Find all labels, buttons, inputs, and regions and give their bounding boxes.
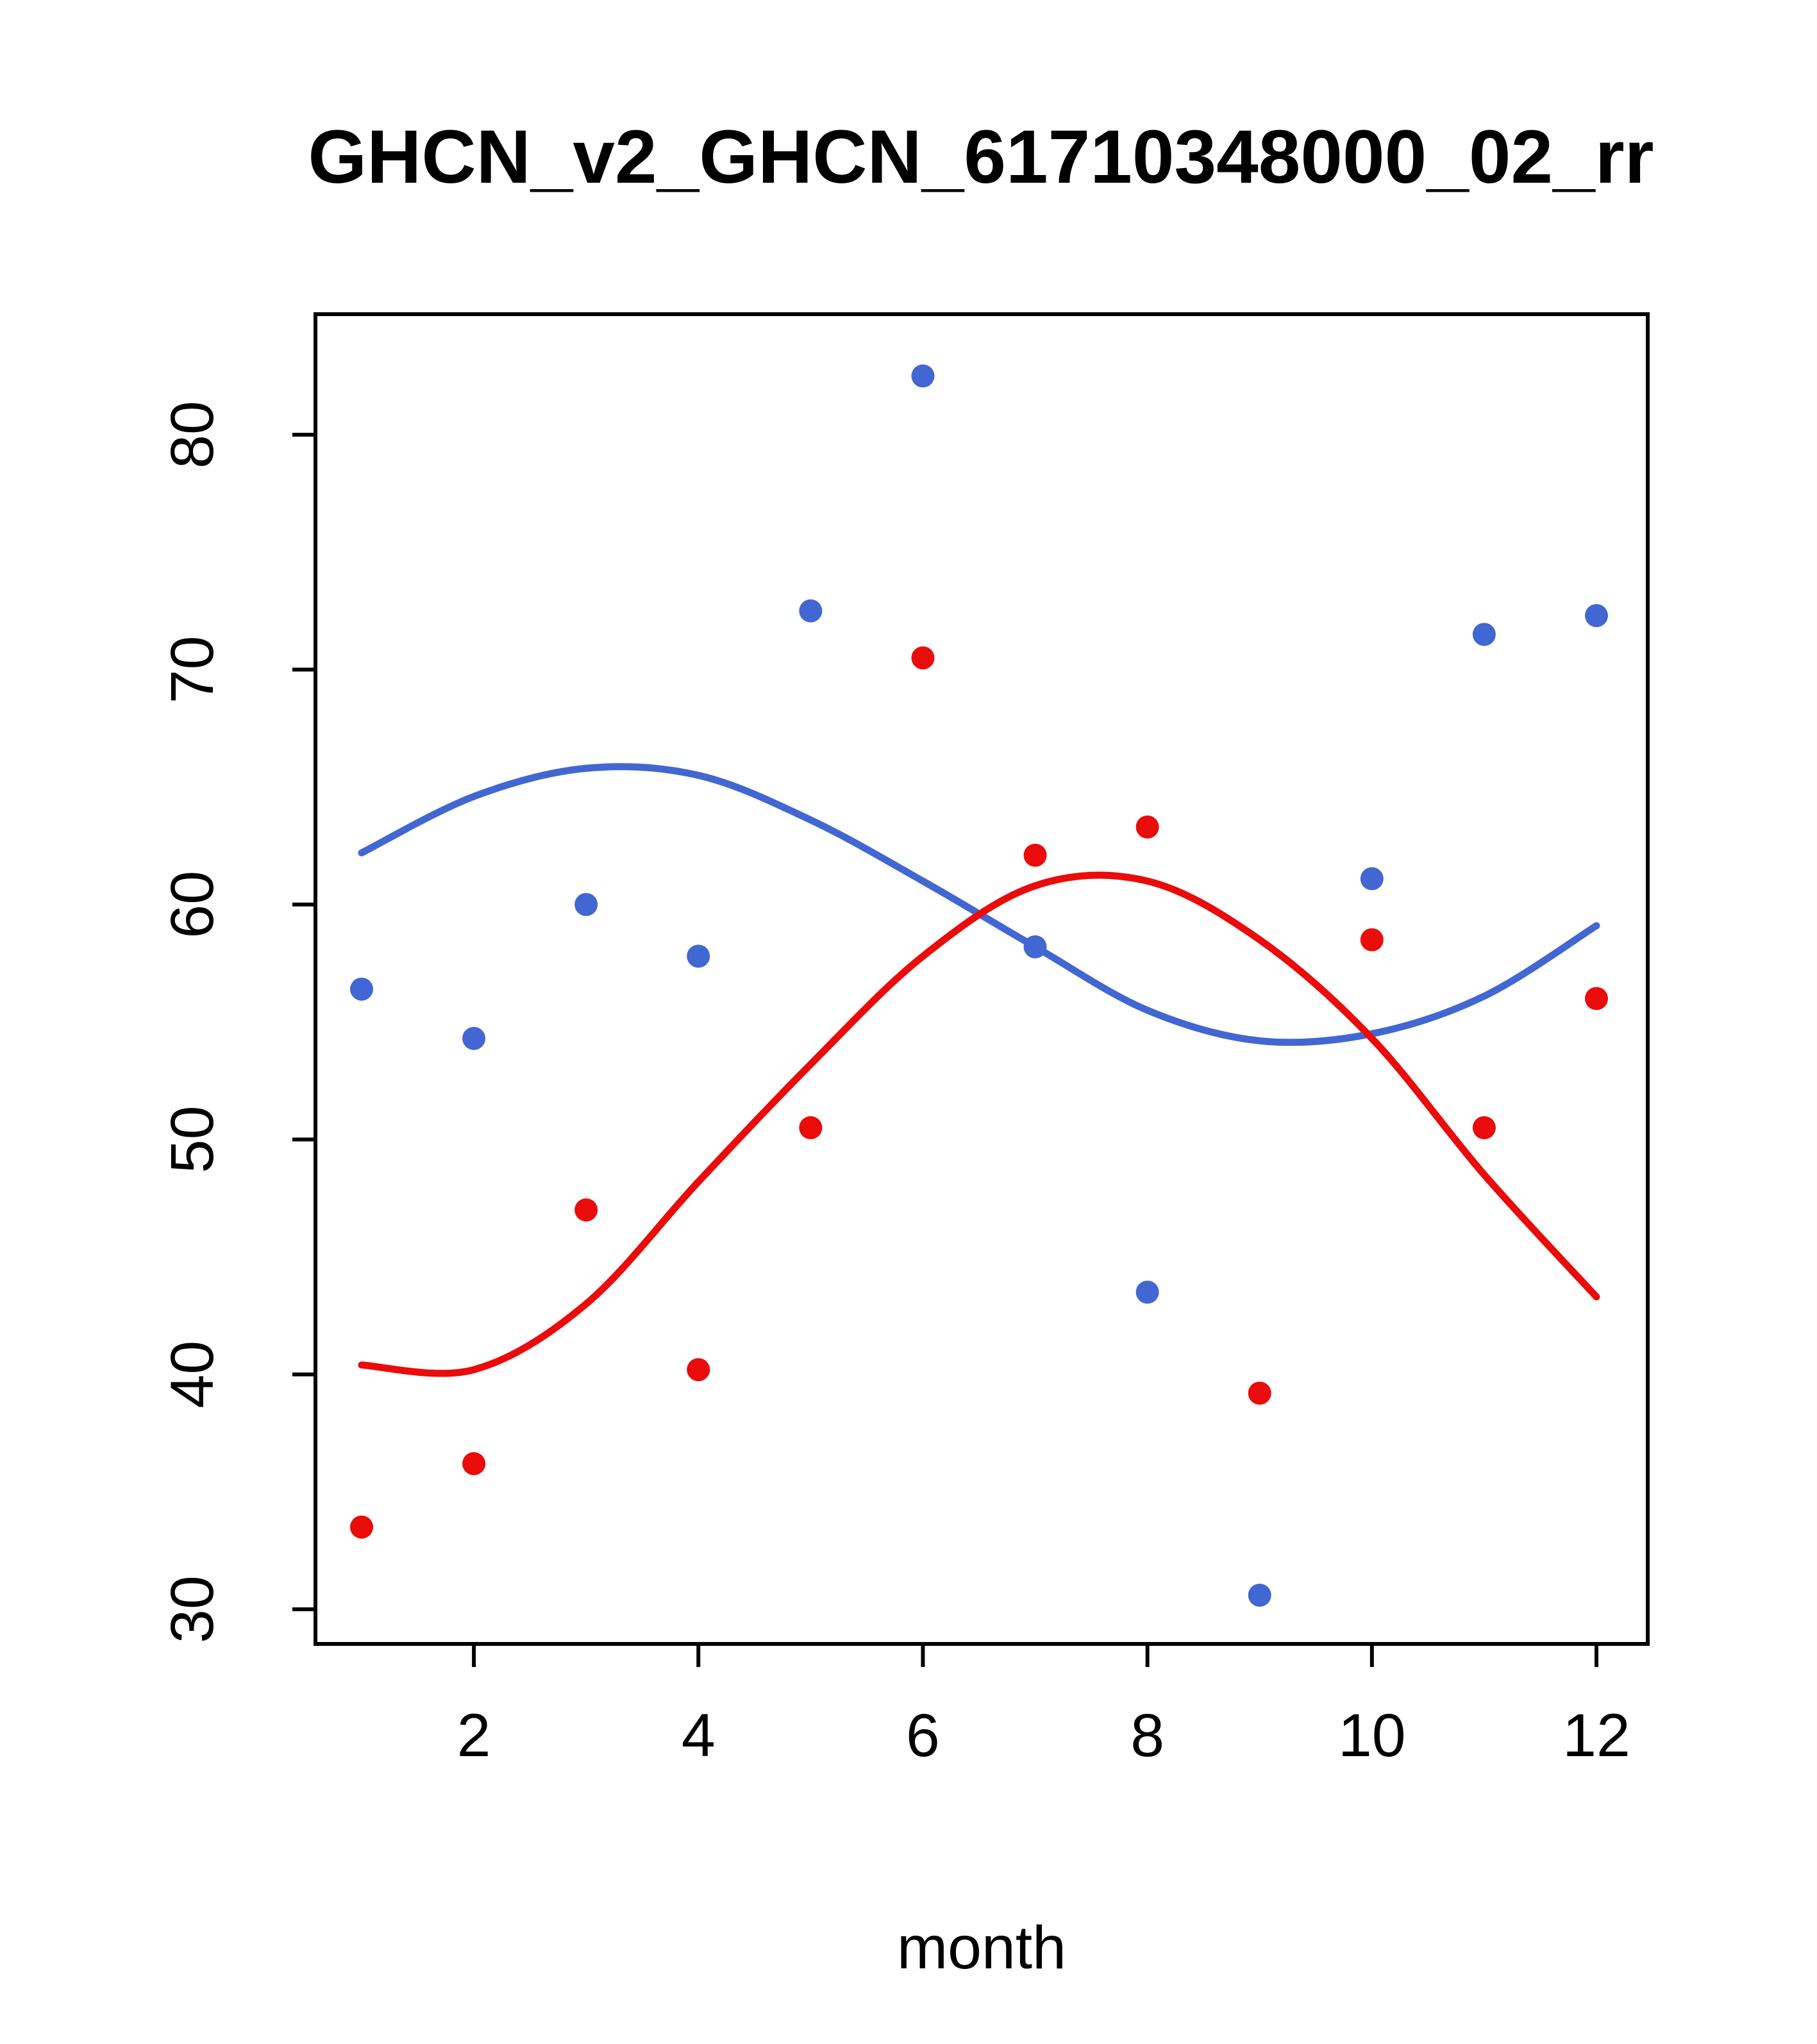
plot-area-box [314,312,1650,1646]
data-point [799,599,823,623]
data-point [799,1116,823,1139]
data-point [462,1452,486,1475]
x-axis-ticks: 2 4 6 8 10 12 [457,1644,1630,1770]
y-tick-label: 80 [158,401,226,469]
y-tick-label: 40 [158,1341,226,1409]
data-point [350,1515,373,1539]
x-axis-label: month [897,1914,1066,1982]
data-point [1360,867,1384,891]
series-layer [350,364,1608,1607]
data-point [1023,843,1047,867]
data-point [574,1198,598,1222]
data-point [687,1358,710,1382]
data-point [1248,1381,1271,1405]
y-tick-label: 60 [158,871,226,939]
data-point [1472,623,1496,646]
blue-points [350,364,1608,1607]
data-point [911,364,935,388]
red-smooth-line [358,871,1600,1377]
data-point [687,944,710,968]
x-tick-label: 2 [457,1702,491,1770]
data-point [462,1026,486,1050]
x-tick-label: 6 [906,1702,940,1770]
blue-smooth-line [358,763,1600,1046]
data-point [1360,928,1384,951]
data-point [1135,1280,1159,1304]
y-axis-ticks: 30 40 50 60 70 80 [158,401,315,1643]
data-point [1585,604,1608,628]
chart-title: GHCN_v2_GHCN_61710348000_02_rr [308,115,1654,199]
x-tick-label: 12 [1562,1702,1630,1770]
x-tick-label: 4 [682,1702,716,1770]
data-point [1585,987,1608,1010]
data-point [350,977,373,1001]
data-point [911,646,935,670]
red-points [350,646,1608,1539]
data-point [574,892,598,916]
y-tick-label: 50 [158,1105,226,1173]
data-point [1135,815,1159,839]
data-point [1472,1116,1496,1139]
x-tick-label: 10 [1338,1702,1406,1770]
data-point [1248,1584,1271,1607]
x-tick-label: 8 [1130,1702,1164,1770]
y-tick-label: 30 [158,1575,226,1643]
y-tick-label: 70 [158,636,226,704]
